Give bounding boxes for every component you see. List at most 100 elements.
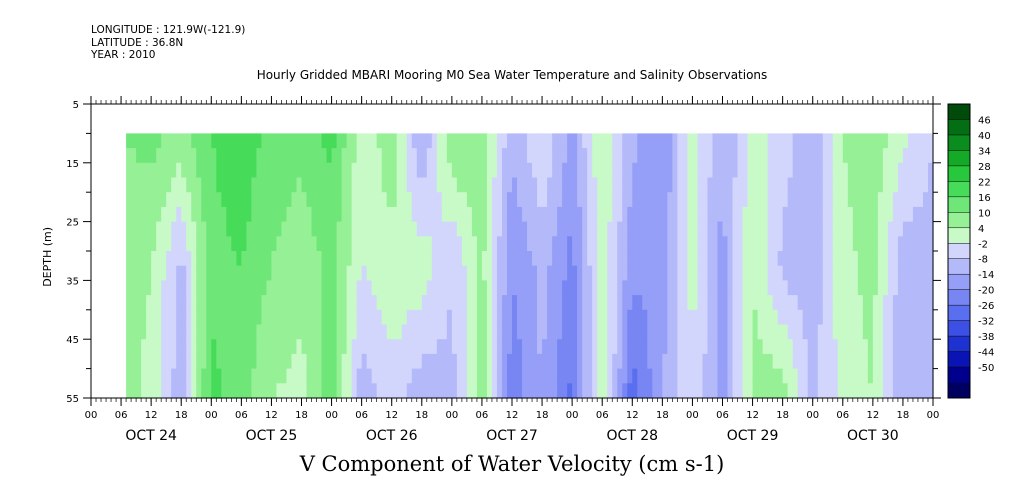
heatmap-cell (847, 265, 854, 281)
heatmap-cell (166, 265, 172, 281)
heatmap-cell (552, 368, 558, 384)
heatmap-cell (707, 148, 714, 164)
heatmap-cell (757, 148, 764, 164)
heatmap-cell (361, 295, 368, 311)
heatmap-cell (897, 324, 904, 340)
heatmap-cell (862, 280, 869, 296)
heatmap-cell (446, 295, 453, 311)
heatmap-cell (612, 295, 618, 311)
heatmap-cell (912, 368, 919, 384)
heatmap-cell (456, 206, 463, 223)
heatmap-cell (401, 236, 408, 252)
heatmap-cell (592, 265, 598, 281)
heatmap-cell (431, 353, 438, 370)
heatmap-cell (391, 221, 398, 237)
heatmap-cell (331, 265, 338, 281)
heatmap-cell (506, 339, 513, 355)
heatmap-cell (391, 383, 398, 399)
heatmap-cell (652, 162, 658, 179)
heatmap-cell (326, 221, 333, 237)
heatmap-cell (371, 280, 378, 296)
heatmap-cell (517, 192, 523, 208)
heatmap-cell (927, 177, 934, 193)
heatmap-cell (852, 251, 859, 267)
heatmap-cell (416, 206, 423, 223)
heatmap-cell (517, 206, 523, 223)
heatmap-cell (156, 368, 162, 384)
heatmap-cell (221, 353, 227, 370)
heatmap-cell (532, 133, 538, 149)
heatmap-cell (862, 133, 869, 149)
heatmap-cell (522, 383, 528, 399)
heatmap-cell (552, 221, 558, 237)
heatmap-cell (767, 192, 774, 208)
heatmap-cell (371, 339, 378, 355)
colorbar-swatch (948, 104, 970, 120)
heatmap-cell (406, 192, 413, 208)
heatmap-cell (872, 353, 879, 370)
heatmap-cell (877, 192, 884, 208)
heatmap-cell (241, 162, 247, 179)
heatmap-cell (702, 162, 709, 179)
heatmap-cell (642, 221, 648, 237)
heatmap-cell (792, 339, 799, 355)
heatmap-cell (226, 236, 232, 252)
heatmap-cell (877, 353, 884, 370)
heatmap-cell (271, 148, 278, 164)
heatmap-cell (722, 383, 729, 399)
heatmap-cell (396, 295, 403, 311)
heatmap-cell (892, 192, 899, 208)
heatmap-cell (166, 236, 172, 252)
heatmap-cell (767, 177, 774, 193)
heatmap-cell (136, 280, 142, 296)
heatmap-cell (697, 353, 704, 370)
heatmap-cell (126, 251, 132, 267)
heatmap-cell (171, 280, 177, 296)
heatmap-cell (677, 236, 684, 252)
heatmap-cell (897, 177, 904, 193)
heatmap-cell (557, 265, 563, 281)
heatmap-cell (622, 324, 628, 340)
heatmap-cell (912, 353, 919, 370)
heatmap-cell (617, 309, 623, 326)
heatmap-cell (231, 324, 237, 340)
heatmap-cell (506, 133, 513, 149)
x-hour-tick-label: 00 (85, 410, 98, 421)
heatmap-cell (341, 339, 348, 355)
heatmap-cell (537, 383, 543, 399)
heatmap-cell (231, 162, 237, 179)
heatmap-cell (847, 339, 854, 355)
heatmap-cell (567, 221, 573, 237)
heatmap-cell (371, 192, 378, 208)
heatmap-cell (927, 221, 934, 237)
heatmap-cell (286, 192, 293, 208)
heatmap-cell (431, 295, 438, 311)
heatmap-cell (466, 368, 473, 384)
heatmap-cell (922, 353, 929, 370)
heatmap-cell (877, 383, 884, 399)
heatmap-cell (291, 295, 298, 311)
heatmap-cell (181, 133, 187, 149)
heatmap-cell (316, 339, 323, 355)
heatmap-cell (151, 162, 157, 179)
heatmap-cell (552, 206, 558, 223)
x-hour-tick-label: 18 (897, 410, 910, 421)
heatmap-cell (592, 206, 598, 223)
heatmap-cell (166, 148, 172, 164)
heatmap-cell (216, 177, 222, 193)
heatmap-cell (496, 251, 503, 267)
heatmap-cell (356, 133, 363, 149)
heatmap-cell (927, 192, 934, 208)
heatmap-cell (767, 221, 774, 237)
heatmap-cell (286, 383, 293, 399)
heatmap-cell (827, 309, 834, 326)
heatmap-cell (141, 251, 147, 267)
heatmap-cell (481, 265, 488, 281)
heatmap-cell (141, 383, 147, 399)
heatmap-cell (366, 236, 373, 252)
heatmap-cell (527, 236, 533, 252)
heatmap-cell (597, 368, 603, 384)
heatmap-cell (537, 251, 543, 267)
heatmap-cell (386, 148, 393, 164)
heatmap-cell (166, 309, 172, 326)
